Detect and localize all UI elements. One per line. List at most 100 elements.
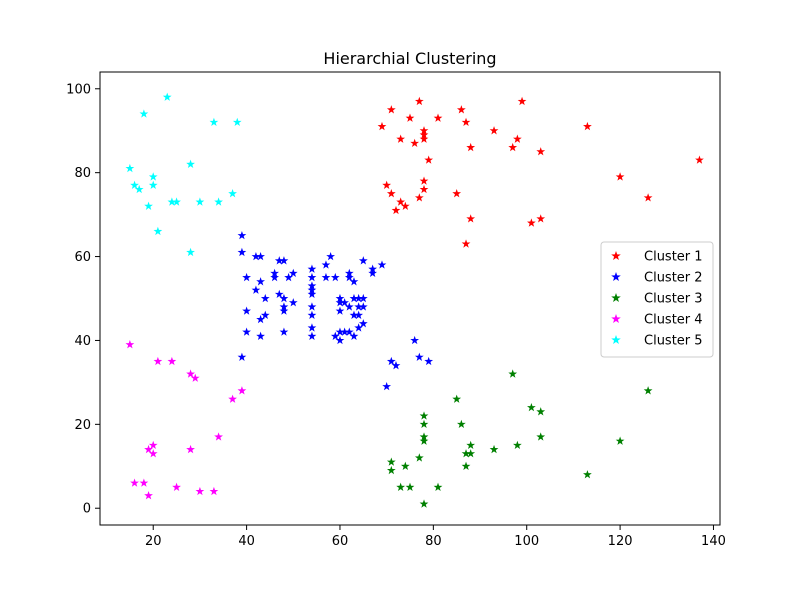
point-star <box>214 197 223 206</box>
legend-label: Cluster 1 <box>644 250 703 265</box>
point-star <box>517 96 527 106</box>
point-star <box>377 121 387 131</box>
point-star <box>237 352 247 361</box>
point-star <box>527 402 536 412</box>
point-star <box>536 214 546 223</box>
point-star <box>419 134 429 143</box>
legend-item-cluster-1: Cluster 1 <box>611 250 703 265</box>
point-star <box>368 264 378 273</box>
point-star <box>307 289 317 299</box>
point-star <box>195 197 205 206</box>
point-star <box>326 251 336 261</box>
x-tick-label: 20 <box>145 534 162 549</box>
series-cluster-1 <box>377 96 704 248</box>
point-star <box>242 327 251 336</box>
point-star <box>256 314 265 324</box>
point-star <box>489 444 499 454</box>
point-star <box>349 331 359 340</box>
y-axis: 0 20 40 60 80 100 <box>66 82 100 517</box>
point-star <box>424 155 434 164</box>
point-star <box>274 289 284 299</box>
point-star <box>419 419 429 429</box>
point-star <box>386 105 396 114</box>
point-star <box>279 302 289 311</box>
point-star <box>195 486 205 496</box>
point-star <box>162 92 172 101</box>
point-star <box>270 272 279 282</box>
point-star <box>279 256 289 265</box>
point-star <box>419 130 429 139</box>
point-star <box>377 260 387 269</box>
point-star <box>410 138 420 148</box>
point-star <box>354 302 364 311</box>
x-tick-label: 60 <box>332 534 349 549</box>
point-star <box>274 256 284 265</box>
y-tick-label: 60 <box>74 250 91 265</box>
legend-star-icon <box>611 314 621 324</box>
point-star <box>260 310 270 319</box>
point-star <box>186 444 195 454</box>
point-star <box>615 172 625 181</box>
point-star <box>279 293 289 303</box>
point-star <box>134 184 144 194</box>
point-star <box>307 281 317 290</box>
data-points <box>125 92 704 508</box>
point-star <box>209 117 219 127</box>
point-star <box>400 201 410 210</box>
point-star <box>242 306 251 315</box>
point-star <box>424 356 434 366</box>
point-star <box>130 478 139 487</box>
point-star <box>321 260 331 269</box>
point-star <box>307 272 317 282</box>
legend-box <box>600 241 714 358</box>
point-star <box>349 277 359 286</box>
x-axis: 20 40 60 80 100 120 140 <box>145 525 726 549</box>
legend-star-icon <box>611 272 621 282</box>
point-star <box>414 96 424 106</box>
point-star <box>228 394 237 403</box>
point-star <box>335 327 345 336</box>
legend-label: Cluster 5 <box>644 334 703 349</box>
y-tick-label: 20 <box>74 418 91 433</box>
point-star <box>358 293 368 303</box>
point-star <box>536 407 546 416</box>
point-star <box>419 126 429 135</box>
point-star <box>461 449 471 458</box>
point-star <box>452 189 462 198</box>
point-star <box>139 478 149 487</box>
point-star <box>368 268 378 278</box>
point-star <box>237 386 247 395</box>
point-star <box>405 482 415 491</box>
legend-star-icon <box>611 251 621 261</box>
point-star <box>139 109 149 118</box>
point-star <box>349 293 359 303</box>
point-star <box>190 373 200 382</box>
point-star <box>270 268 279 278</box>
point-star <box>153 226 163 236</box>
point-star <box>214 432 223 441</box>
point-star <box>307 285 317 294</box>
point-star <box>335 306 345 315</box>
point-star <box>340 298 350 307</box>
point-star <box>144 201 153 210</box>
point-star <box>419 436 429 445</box>
point-star <box>461 117 471 127</box>
point-star <box>419 499 429 508</box>
point-star <box>414 352 424 361</box>
legend-item-cluster-4: Cluster 4 <box>611 313 703 328</box>
point-star <box>256 277 265 286</box>
point-star <box>536 432 546 441</box>
point-star <box>349 310 359 319</box>
x-tick-label: 100 <box>514 534 539 549</box>
point-star <box>335 293 345 303</box>
point-star <box>452 394 462 403</box>
point-star <box>186 247 195 257</box>
point-star <box>414 193 424 202</box>
point-star <box>396 134 406 143</box>
point-star <box>167 197 177 206</box>
y-tick-label: 80 <box>74 166 91 181</box>
point-star <box>344 272 354 282</box>
point-star <box>643 386 653 395</box>
point-star <box>307 310 317 319</box>
point-star <box>461 239 471 248</box>
